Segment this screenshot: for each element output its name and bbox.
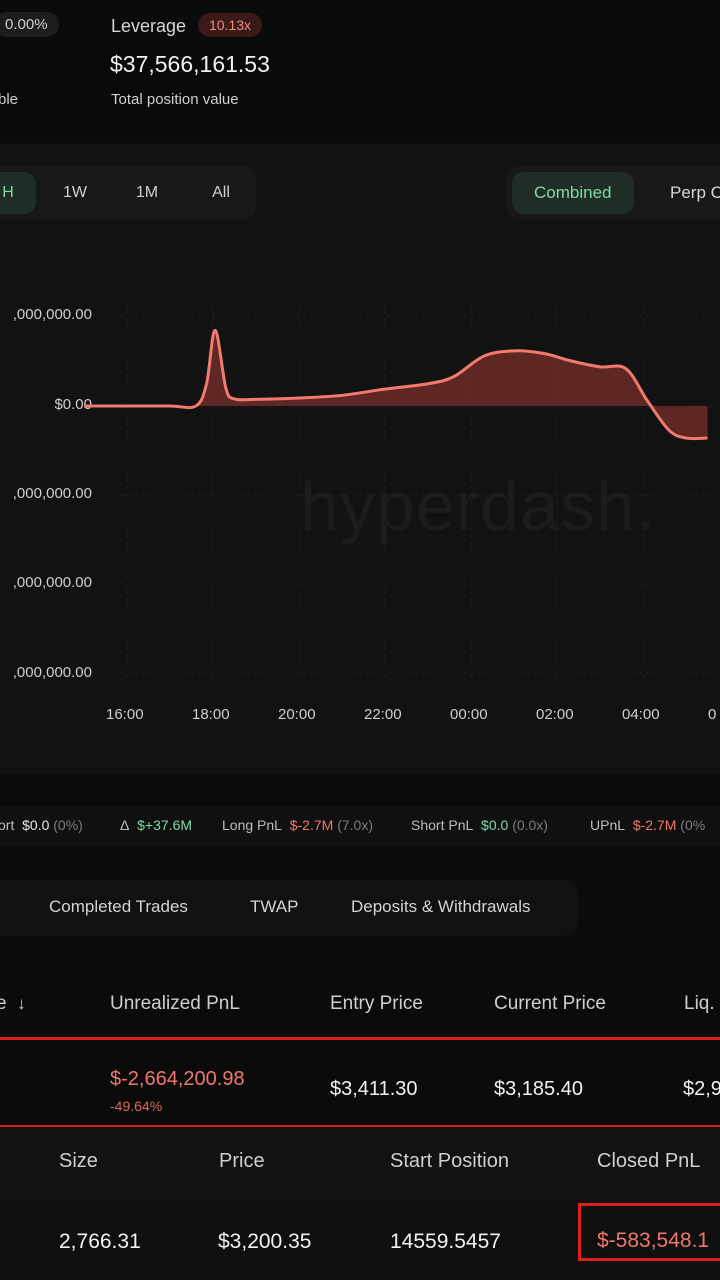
stat-upnl: UPnL $-2.7M (0% [590,817,706,833]
total-position-value: $37,566,161.53 [110,51,270,77]
column-header-trade-price[interactable]: Price [219,1150,265,1172]
liq-price-value: $2,9 [683,1078,720,1100]
y-tick-label: ,000,000.00 [12,574,92,591]
unrealized-pnl-value: $-2,664,200.98 [110,1068,245,1090]
y-tick-label: ,000,000.00 [12,306,92,323]
available-label-partial: ble [0,91,19,108]
column-header-current-price[interactable]: Current Price [494,993,606,1014]
x-tick-label: 0 [708,706,717,723]
account-summary-header: 0.00% ble Leverage 10.13x $37,566,161.53… [0,0,720,140]
closed-pnl-value: $-583,548.1 [597,1229,710,1252]
entry-price-value: $3,411.30 [330,1078,418,1100]
column-header-closed-pnl[interactable]: Closed PnL [597,1150,701,1172]
range-button-1w[interactable]: 1W [63,184,87,201]
history-tabs: Completed Trades TWAP Deposits & Withdra… [0,880,578,936]
watermark-logo: hyperdash. [300,467,657,545]
table-row[interactable]: 2,766.31 $3,200.35 14559.5457 $-583,548.… [0,1200,720,1280]
column-header-entry-price[interactable]: Entry Price [330,993,423,1014]
range-button-h[interactable]: H [0,172,36,214]
time-range-selector: H 1W 1M All [0,166,256,220]
x-tick-label: 04:00 [622,706,660,723]
column-header-start-position[interactable]: Start Position [390,1150,509,1172]
leverage-label: Leverage [111,16,187,36]
chart-mode-selector: Combined Perp C [506,166,720,220]
total-position-label: Total position value [111,91,239,108]
x-tick-label: 00:00 [450,706,488,723]
pnl-area-fill [84,330,708,439]
stat-long-pnl: Long PnL $-2.7M (7.0x) [222,817,373,833]
column-header-size[interactable]: e ↓ [0,993,26,1014]
trade-size-value: 2,766.31 [59,1230,141,1253]
y-tick-label: $0.00 [54,396,92,413]
mode-button-perp[interactable]: Perp C [670,183,720,202]
pnl-area-chart [84,304,720,684]
tab-completed-trades[interactable]: Completed Trades [49,897,188,916]
tab-twap[interactable]: TWAP [250,897,299,916]
column-header-unrealized-pnl[interactable]: Unrealized PnL [110,993,240,1014]
start-position-value: 14559.5457 [390,1230,501,1253]
leverage-badge: 10.13x [198,13,263,37]
x-tick-label: 18:00 [192,706,230,723]
x-tick-label: 16:00 [106,706,144,723]
unrealized-pnl-percent: -49.64% [110,1098,163,1114]
pnl-chart-card: H 1W 1M All Combined Perp C ,000,000.00 … [0,144,720,774]
closed-pnl-highlight-box [578,1203,720,1261]
sort-arrow-down-icon: ↓ [17,994,26,1013]
y-tick-label: ,000,000.00 [12,664,92,681]
highlight-line-bottom [0,1125,720,1127]
current-price-value: $3,185.40 [494,1078,583,1100]
tab-deposits-withdrawals[interactable]: Deposits & Withdrawals [351,897,531,916]
column-header-liq-price[interactable]: Liq. [684,993,715,1014]
y-tick-label: ,000,000.00 [12,485,92,502]
percent-pill: 0.00% [0,12,59,37]
highlight-line-top [0,1037,720,1040]
trade-price-value: $3,200.35 [218,1230,312,1253]
range-button-all[interactable]: All [212,184,230,201]
stat-delta: Δ $+37.6M [120,817,193,833]
x-tick-label: 02:00 [536,706,574,723]
x-tick-label: 20:00 [278,706,316,723]
range-button-1m[interactable]: 1M [135,184,159,201]
mode-button-combined[interactable]: Combined [512,172,634,214]
position-stats-strip: ort $0.0 (0%) Δ $+37.6M Long PnL $-2.7M … [0,806,720,846]
trades-table: Size Price Start Position Closed PnL 2,7… [0,1128,720,1280]
column-header-trade-size[interactable]: Size [59,1150,98,1172]
pnl-series-line [84,328,708,441]
stat-short-pnl: Short PnL $0.0 (0.0x) [411,817,548,833]
x-tick-label: 22:00 [364,706,402,723]
stat-short: ort $0.0 (0%) [0,817,83,833]
